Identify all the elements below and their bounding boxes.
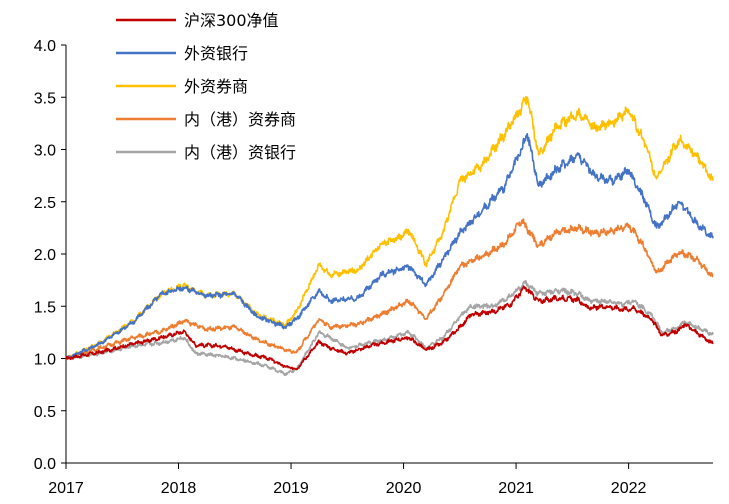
y-tick-label: 2.0 [34,247,56,264]
series-line-2 [65,95,714,359]
y-tick-label: 1.0 [34,352,56,369]
series-line-3 [65,218,714,361]
legend-label-3: 内（港）资券商 [184,110,296,129]
x-tick-label: 2018 [161,480,197,497]
legend-label-2: 外资券商 [184,77,248,96]
y-tick-label: 3.0 [34,143,56,160]
series-line-0 [65,285,714,371]
series-lines [65,95,714,377]
x-tick-label: 2021 [498,480,534,497]
y-tick-label: 2.5 [34,195,56,212]
series-line-1 [65,133,714,360]
y-tick-label: 0.5 [34,404,56,421]
axes: 0.0 0.5 1.0 1.5 2.0 2.5 3.0 3.5 4.0 2017 2018 2019 2… [34,38,713,497]
y-tick-label: 4.0 [34,38,56,55]
legend-label-4: 内（港）资银行 [184,143,296,162]
legend-label-1: 外资银行 [184,44,248,63]
x-tick-label: 2022 [611,480,647,497]
legend-label-0: 沪深300净值 [184,11,279,30]
x-tick-label: 2019 [273,480,309,497]
y-tick-label: 0.0 [34,456,56,473]
y-tick-label: 3.5 [34,90,56,107]
x-tick-label: 2017 [48,480,84,497]
y-tick-label: 1.5 [34,299,56,316]
x-tick-label: 2020 [386,480,422,497]
